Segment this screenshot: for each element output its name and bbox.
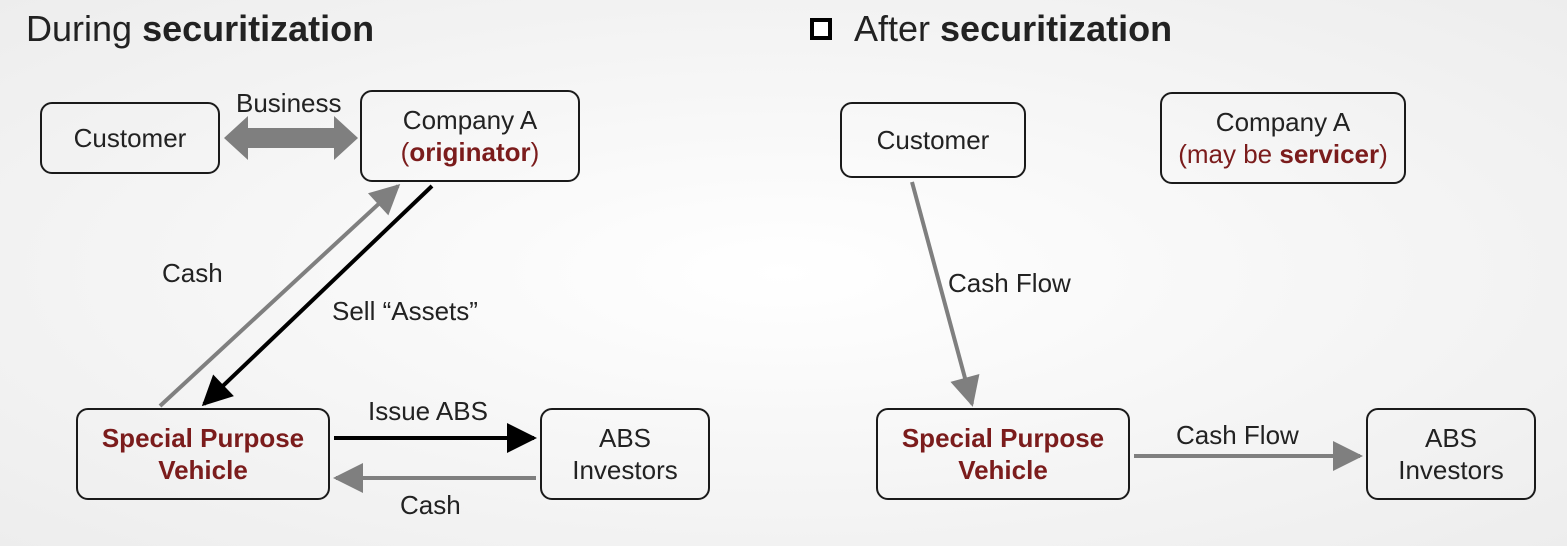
- node-spv-right: Special Purpose Vehicle: [876, 408, 1130, 500]
- node-companyA-left-line2: (originator): [401, 136, 540, 169]
- node-spv-right-line2: Vehicle: [958, 454, 1048, 487]
- label-cash-abs-spv: Cash: [400, 490, 461, 521]
- right-title-prefix: After: [854, 8, 940, 49]
- arrow-sell-assets: [204, 186, 432, 404]
- node-spv-left-line2: Vehicle: [158, 454, 248, 487]
- label-business: Business: [236, 88, 342, 119]
- label-cashflow1: Cash Flow: [948, 268, 1071, 299]
- right-title-wrap: After securitization: [810, 8, 1172, 50]
- node-spv-left: Special Purpose Vehicle: [76, 408, 330, 500]
- node-abs-right-line1: ABS: [1425, 422, 1477, 455]
- right-title: After securitization: [854, 8, 1172, 50]
- left-title-bold: securitization: [142, 8, 374, 49]
- node-customer-right: Customer: [840, 102, 1026, 178]
- node-companyA-right: Company A (may be servicer): [1160, 92, 1406, 184]
- left-title: During securitization: [26, 8, 374, 50]
- label-sell-assets: Sell “Assets”: [332, 296, 478, 327]
- node-abs-left-line1: ABS: [599, 422, 651, 455]
- node-companyA-left: Company A (originator): [360, 90, 580, 182]
- node-companyA-right-line1: Company A: [1216, 106, 1350, 139]
- node-abs-left: ABS Investors: [540, 408, 710, 500]
- node-companyA-left-line1: Company A: [403, 104, 537, 137]
- node-abs-left-line2: Investors: [572, 454, 678, 487]
- label-cashflow2: Cash Flow: [1176, 420, 1299, 451]
- node-spv-right-line1: Special Purpose: [902, 422, 1104, 455]
- arrow-business: [224, 116, 358, 160]
- node-abs-right: ABS Investors: [1366, 408, 1536, 500]
- right-title-bold: securitization: [940, 8, 1172, 49]
- node-companyA-right-line2: (may be servicer): [1178, 138, 1388, 171]
- label-cash-a-spv: Cash: [162, 258, 223, 289]
- bullet-square-icon: [810, 18, 832, 40]
- node-spv-left-line1: Special Purpose: [102, 422, 304, 455]
- label-issue-abs: Issue ABS: [368, 396, 488, 427]
- node-customer-right-label: Customer: [877, 124, 990, 157]
- node-customer-left-label: Customer: [74, 122, 187, 155]
- node-customer-left: Customer: [40, 102, 220, 174]
- node-abs-right-line2: Investors: [1398, 454, 1504, 487]
- left-title-prefix: During: [26, 8, 142, 49]
